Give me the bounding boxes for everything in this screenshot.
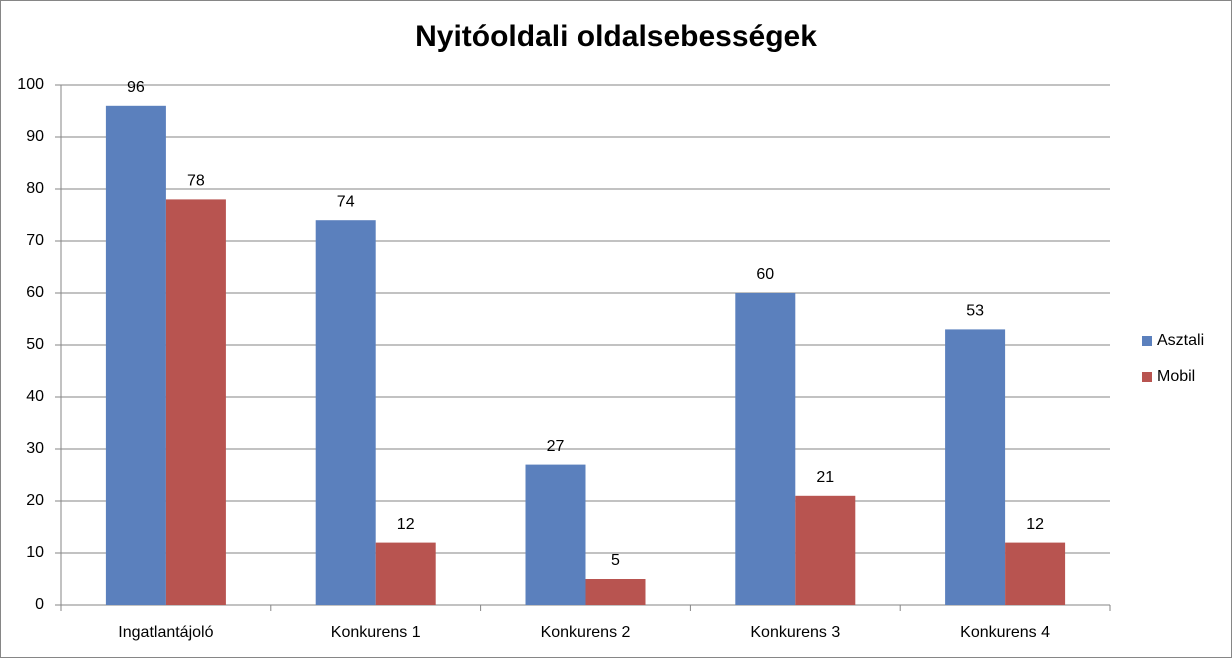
chart-title: Nyitóoldali oldalsebességek <box>415 20 817 53</box>
bar <box>315 220 376 605</box>
y-tick-label: 70 <box>26 232 44 249</box>
data-label: 60 <box>756 266 774 283</box>
x-tick-label: Konkurens 3 <box>750 624 840 641</box>
x-tick-label: Konkurens 2 <box>541 624 631 641</box>
data-label: 96 <box>127 79 145 96</box>
y-tick-label: 100 <box>17 76 44 93</box>
data-label: 12 <box>1026 516 1044 533</box>
y-tick-label: 90 <box>26 128 44 145</box>
bar <box>165 199 226 605</box>
bar <box>795 495 856 605</box>
data-label: 78 <box>187 173 205 190</box>
data-label: 21 <box>816 469 834 486</box>
y-tick-label: 60 <box>26 284 44 301</box>
y-tick-label: 10 <box>26 544 44 561</box>
legend-swatch <box>1142 336 1152 346</box>
x-tick-label: Konkurens 4 <box>960 624 1050 641</box>
bar <box>585 579 646 605</box>
legend-label: Asztali <box>1157 332 1204 349</box>
bar <box>1005 542 1066 605</box>
data-label: 53 <box>966 303 984 320</box>
y-tick-label: 0 <box>35 596 44 613</box>
bar <box>735 293 796 605</box>
legend-swatch <box>1142 372 1152 382</box>
x-tick-label: Ingatlantájoló <box>118 624 213 641</box>
data-label: 5 <box>611 552 620 569</box>
data-label: 27 <box>547 438 565 455</box>
bar <box>525 464 586 605</box>
bar <box>105 105 166 606</box>
data-label: 74 <box>337 193 355 210</box>
x-tick-label: Konkurens 1 <box>331 624 421 641</box>
legend-label: Mobil <box>1157 368 1195 385</box>
y-tick-label: 40 <box>26 388 44 405</box>
y-tick-label: 80 <box>26 180 44 197</box>
y-tick-label: 20 <box>26 492 44 509</box>
y-tick-label: 30 <box>26 440 44 457</box>
bar <box>375 542 436 605</box>
bar <box>945 329 1006 605</box>
y-tick-label: 50 <box>26 336 44 353</box>
data-label: 12 <box>397 516 415 533</box>
